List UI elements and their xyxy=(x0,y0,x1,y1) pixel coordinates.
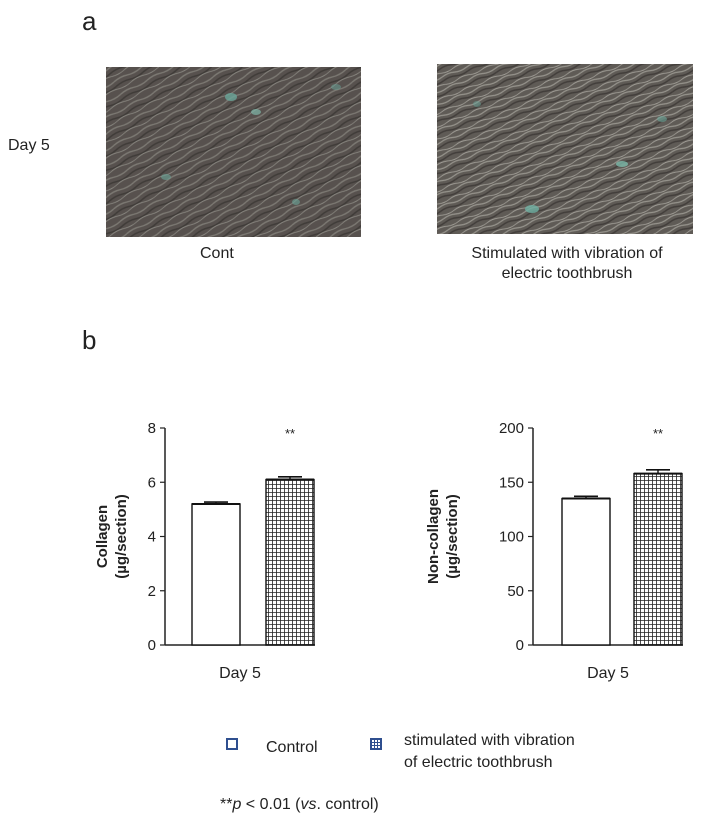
y-tick-label: 150 xyxy=(499,474,524,491)
micrograph-control xyxy=(106,67,361,237)
panel-a-letter: a xyxy=(82,6,97,36)
x-category-label: Day 5 xyxy=(219,665,261,682)
x-category-label: Day 5 xyxy=(587,665,629,682)
y-tick-label: 50 xyxy=(507,583,524,600)
caption-control: Cont xyxy=(200,245,234,262)
micrograph-stimulated xyxy=(437,64,693,234)
y-axis-title-line1: Collagen xyxy=(94,505,111,568)
row-label-day5: Day 5 xyxy=(8,137,50,154)
y-tick-label: 100 xyxy=(499,529,524,546)
significance-label: ** xyxy=(285,426,295,441)
caption-stimulated: Stimulated with vibration of electric to… xyxy=(441,244,693,284)
legend-stim-line1: stimulated with vibration xyxy=(404,732,575,749)
legend-control-swatch xyxy=(226,738,238,750)
y-axis-title-line2: (µg/section) xyxy=(113,494,130,578)
footnote-rest1: < 0.01 ( xyxy=(241,796,301,813)
bar-control xyxy=(561,497,611,646)
y-tick-label: 0 xyxy=(516,637,524,654)
footnote: **p < 0.01 (vs. control) xyxy=(220,796,379,814)
bar-stimulated xyxy=(265,478,315,646)
bar-stimulated xyxy=(633,472,683,646)
y-axis-title: Non-collagen (µg/section) xyxy=(425,489,461,584)
panel-b-letter: b xyxy=(82,325,97,355)
bar-control xyxy=(191,503,241,646)
y-tick-label: 4 xyxy=(148,529,156,546)
footnote-stars: ** xyxy=(220,796,233,813)
footnote-p: p xyxy=(232,796,242,813)
footnote-vs: vs xyxy=(300,796,317,813)
legend-control-label: Control xyxy=(266,739,318,756)
caption-stimulated-line2: electric toothbrush xyxy=(501,265,633,282)
non-collagen-chart: 0 50 100 150 200 ** Day 5 Non-collagen (µg/secti… xyxy=(425,420,683,682)
y-tick-label: 6 xyxy=(148,474,156,491)
y-axis-title-line1: Non-collagen xyxy=(425,489,442,584)
caption-stimulated-line1: Stimulated with vibration of xyxy=(471,245,663,262)
y-tick-label: 200 xyxy=(499,420,524,437)
y-tick-label: 2 xyxy=(148,583,156,600)
significance-label: ** xyxy=(653,426,663,441)
y-axis-title-line2: (µg/section) xyxy=(444,494,461,578)
legend-stim-swatch xyxy=(370,738,382,750)
footnote-rest2: . control) xyxy=(316,796,379,813)
y-tick-label: 8 xyxy=(148,420,156,437)
legend-stim-label: stimulated with vibration of electric to… xyxy=(404,730,575,774)
legend-stim-line2: of electric toothbrush xyxy=(404,754,553,771)
y-axis-title: Collagen (µg/section) xyxy=(94,494,130,578)
y-tick-label: 0 xyxy=(148,637,156,654)
collagen-chart: 0 2 4 6 8 ** Day 5 Collagen (µg/section) xyxy=(94,420,315,682)
